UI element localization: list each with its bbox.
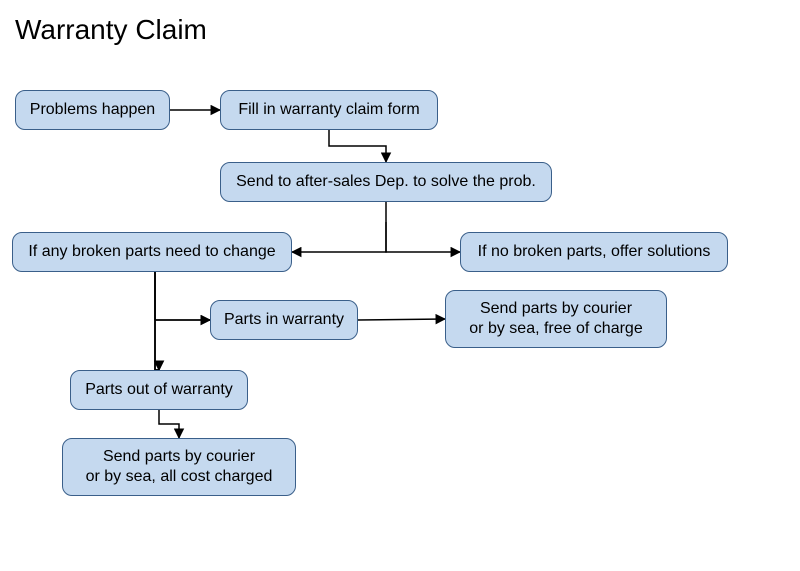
- flowchart-node-n3: Send to after-sales Dep. to solve the pr…: [220, 162, 552, 202]
- flowchart-node-n1: Problems happen: [15, 90, 170, 130]
- flowchart-node-n2: Fill in warranty claim form: [220, 90, 438, 130]
- page-title: Warranty Claim: [15, 14, 207, 46]
- flowchart-node-n4: If any broken parts need to change: [12, 232, 292, 272]
- flowchart-node-n6: Parts in warranty: [210, 300, 358, 340]
- flowchart-node-n9: Send parts by courier or by sea, all cos…: [62, 438, 296, 496]
- flowchart-node-n7: Send parts by courier or by sea, free of…: [445, 290, 667, 348]
- flowchart-node-n8: Parts out of warranty: [70, 370, 248, 410]
- flowchart-node-n5: If no broken parts, offer solutions: [460, 232, 728, 272]
